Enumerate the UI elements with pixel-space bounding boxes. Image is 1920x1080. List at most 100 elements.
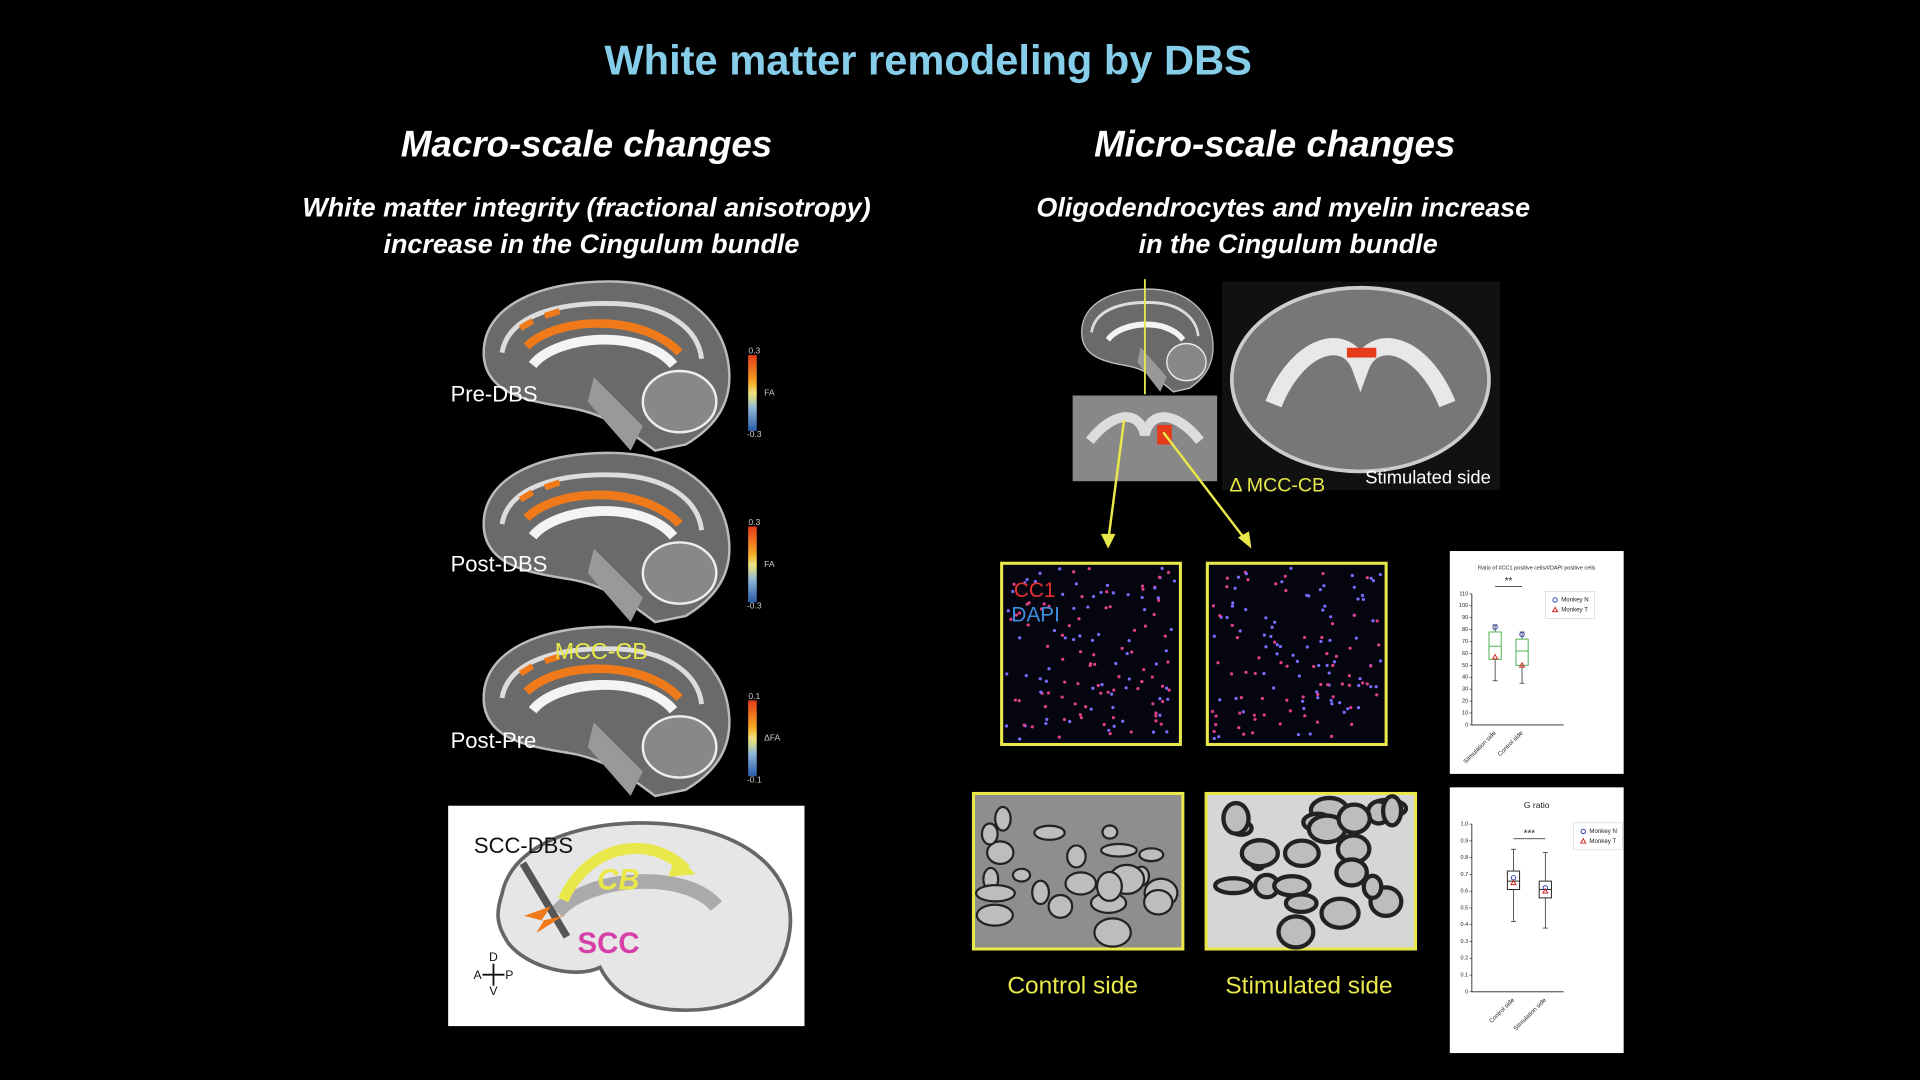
annotation: Stimulated side xyxy=(1365,467,1491,488)
section-subtitle: increase in the Cingulum bundle xyxy=(384,229,800,259)
cell-dot xyxy=(1169,627,1173,632)
panel-label: Pre-DBS xyxy=(451,381,538,406)
cell-dot xyxy=(1039,607,1044,611)
cell-dot xyxy=(1308,732,1312,736)
legend-box xyxy=(1573,822,1623,851)
cell-dot xyxy=(1329,615,1333,619)
cell-dot xyxy=(1126,593,1130,597)
cell-dot xyxy=(1338,701,1342,705)
cell-dot xyxy=(1129,730,1133,734)
cell-dot xyxy=(1378,659,1383,663)
cell-dot xyxy=(1348,646,1352,650)
axon xyxy=(986,840,1015,866)
y-tick-label: 90 xyxy=(1462,615,1468,621)
cell-dot xyxy=(1154,719,1158,723)
cell-dot xyxy=(1077,617,1081,621)
cell-dot xyxy=(1106,690,1110,694)
cell-dot xyxy=(1005,672,1009,676)
cell-dot xyxy=(1325,663,1329,667)
cell-dot xyxy=(1033,579,1037,584)
cell-dot xyxy=(1230,623,1234,627)
cell-dot xyxy=(1096,683,1100,688)
cell-dot xyxy=(1329,734,1334,738)
cell-dot xyxy=(1011,589,1015,594)
legend-label: Monkey N xyxy=(1561,597,1589,604)
cell-dot xyxy=(1361,597,1365,602)
cell-dot xyxy=(1350,573,1354,578)
cell-dot xyxy=(1253,717,1257,721)
cell-dot xyxy=(1105,583,1110,587)
cell-dot xyxy=(1004,724,1009,728)
cell-dot xyxy=(1012,582,1016,586)
axon xyxy=(1221,800,1251,836)
y-tick-label: 1.0 xyxy=(1461,822,1469,828)
cell-dot xyxy=(1006,609,1010,613)
diagram-label: CB xyxy=(597,863,639,896)
cell-dot xyxy=(1042,602,1046,606)
y-tick-label: 50 xyxy=(1462,663,1468,669)
cell-dot xyxy=(1302,706,1306,711)
cell-dot xyxy=(1214,723,1218,727)
axon xyxy=(1282,838,1321,868)
monkey-t-point xyxy=(1542,887,1549,894)
cell-dot xyxy=(1244,572,1248,576)
cell-dot xyxy=(1305,593,1309,597)
cell-dot xyxy=(1369,664,1373,668)
axon xyxy=(1213,876,1254,896)
cell-dot xyxy=(1242,732,1246,736)
cell-dot xyxy=(1318,588,1322,592)
monkey-n-point xyxy=(1492,624,1498,630)
cell-dot xyxy=(1371,579,1375,583)
panel-label: Post-DBS xyxy=(451,552,548,577)
cell-dot xyxy=(1315,690,1319,694)
cell-dot xyxy=(1127,639,1131,643)
diagram-brain xyxy=(496,821,793,1013)
y-tick-label: 0.5 xyxy=(1461,905,1469,911)
cell-dot xyxy=(1151,730,1156,734)
cell-dot xyxy=(1262,713,1266,717)
cell-dot xyxy=(1217,735,1221,739)
cell-dot xyxy=(1068,719,1072,724)
cell-dot xyxy=(1316,692,1320,696)
cell-dot xyxy=(1296,732,1301,737)
cell-dot xyxy=(1038,677,1042,681)
y-tick-label: 100 xyxy=(1459,603,1468,609)
axon xyxy=(1283,892,1319,915)
cerebellum xyxy=(641,369,718,434)
cell-dot xyxy=(1331,695,1335,699)
cell-dot xyxy=(1067,624,1072,628)
cell-dot xyxy=(1061,657,1065,661)
section-heading: Macro-scale changes xyxy=(401,124,772,165)
cell-dot xyxy=(1211,604,1216,608)
legend-marker xyxy=(1551,606,1559,613)
axon xyxy=(1064,871,1098,896)
fluorescence-image xyxy=(1000,561,1182,747)
cell-dot xyxy=(1152,612,1156,617)
cell-dot xyxy=(1369,576,1373,580)
cell-dot xyxy=(1157,575,1162,579)
cell-dot xyxy=(1323,604,1327,608)
cell-dot xyxy=(1072,606,1076,610)
axon xyxy=(1101,824,1119,840)
cell-dot xyxy=(1305,645,1309,649)
y-tick-label: 80 xyxy=(1462,627,1468,633)
cell-dot xyxy=(1235,636,1239,640)
cell-dot xyxy=(1140,680,1144,684)
brain-cortex xyxy=(1090,301,1200,337)
cell-dot xyxy=(1158,697,1162,701)
cell-dot xyxy=(1076,682,1080,686)
colorbar xyxy=(748,526,757,603)
em-label: Control side xyxy=(1007,972,1138,999)
cell-dot xyxy=(1166,697,1170,701)
cell-dot xyxy=(1274,582,1278,586)
colorbar-label: -0.3 xyxy=(747,429,762,439)
cell-dot xyxy=(1303,635,1307,640)
em-label: Stimulated side xyxy=(1225,972,1392,999)
axon xyxy=(1011,867,1032,883)
fluorescence-image xyxy=(1205,561,1388,747)
cell-dot xyxy=(1317,663,1321,668)
cell-dot xyxy=(1325,652,1329,656)
brain-image xyxy=(482,451,731,624)
cell-dot xyxy=(1043,705,1048,709)
